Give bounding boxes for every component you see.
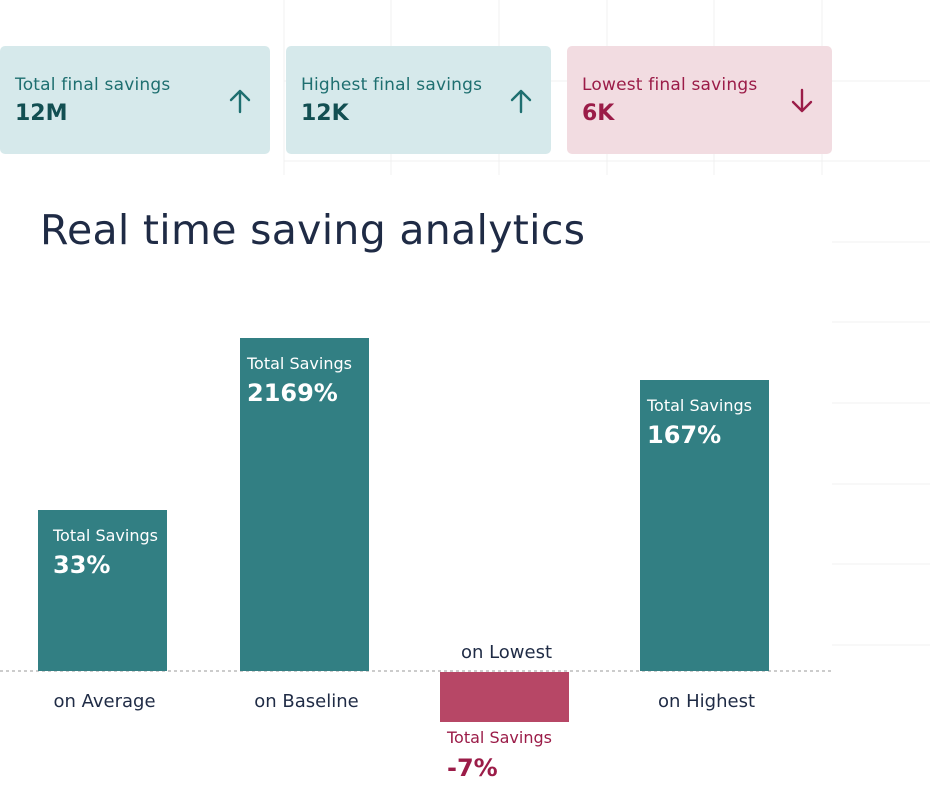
stat-card-value: 12K [301,101,349,126]
stat-card-label: Highest final savings [301,75,483,95]
stat-card-value: 12M [15,101,68,126]
category-label: on Average [53,691,155,712]
arrow-up-icon [229,89,251,114]
category-label: on Baseline [254,691,358,712]
stat-card-highest: Highest final savings 12K [286,46,551,154]
bar-caption: Total Savings [646,396,752,415]
arrow-down-icon [791,88,813,113]
stat-card-value: 6K [582,101,615,126]
category-label: on Highest [658,691,755,712]
bar-caption: Total Savings [52,526,158,545]
stat-card-total: Total final savings 12M [0,46,270,154]
stat-card-lowest: Lowest final savings 6K [567,46,832,154]
bar-caption: Total Savings [446,728,552,747]
category-label: on Lowest [461,642,552,663]
bar [38,510,167,671]
page-title: Real time saving analytics [40,206,586,254]
bar-caption: Total Savings [246,354,352,373]
bar [640,380,769,671]
stat-card-label: Lowest final savings [582,75,758,95]
bar-value-label: 33% [53,551,110,579]
stat-card-label: Total final savings [15,75,171,95]
arrow-up-icon [510,89,532,114]
bar [240,338,369,671]
bar-negative [440,672,569,722]
bar-value-label: 2169% [247,379,338,407]
bar-value-label: 167% [647,421,721,449]
bar-value-label: -7% [447,754,498,782]
